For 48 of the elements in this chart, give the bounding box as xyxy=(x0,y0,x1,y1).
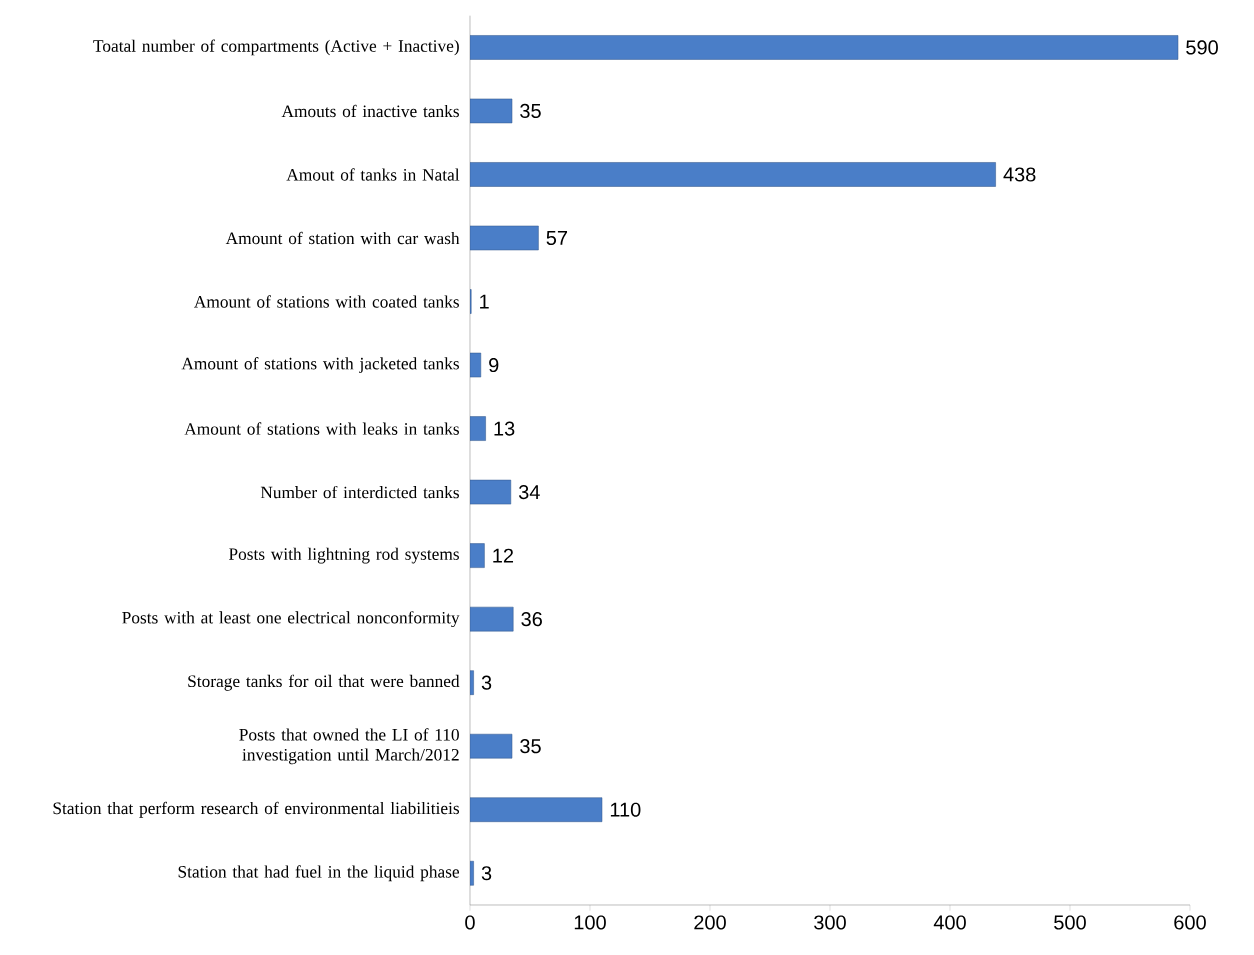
y-tick-label: Amount of stations with coated tanks xyxy=(194,295,459,308)
x-tick-label: 100 xyxy=(574,915,606,930)
bar xyxy=(470,860,474,886)
data-label: 35 xyxy=(520,103,541,119)
y-tick-label: Amout of tanks in Natal xyxy=(286,168,460,181)
x-tick-label: 400 xyxy=(933,915,966,930)
y-tick-label: Amount of station with car wash xyxy=(225,231,460,245)
bar xyxy=(470,797,603,822)
y-tick-label: Toatal number of compartments (Active + Inactive) xyxy=(93,39,459,56)
x-tick-label: 200 xyxy=(694,915,726,930)
data-label: 590 xyxy=(1186,40,1218,55)
data-label: 3 xyxy=(481,675,492,690)
x-tick-label: 0 xyxy=(465,915,475,930)
data-label: 438 xyxy=(1003,167,1036,182)
bar xyxy=(470,606,514,632)
y-tick-label: Station that had fuel in the liquid phase xyxy=(178,865,460,882)
y-tick-label: Amount of stations with leaks in tanks xyxy=(184,422,459,435)
bar xyxy=(470,225,539,251)
data-label: 3 xyxy=(481,866,492,881)
x-tick-label: 300 xyxy=(814,915,846,930)
bar xyxy=(470,670,474,695)
y-tick-label: Amount of stations with jacketed tanks xyxy=(181,357,459,373)
y-tick-label: Storage tanks for oil that were banned xyxy=(188,674,460,691)
y-tick-label: Number of interdicted tanks xyxy=(260,485,459,499)
y-tick-label: Posts with at least one electrical nonconformity xyxy=(122,611,460,628)
bar xyxy=(470,35,1179,60)
data-label: 13 xyxy=(494,421,515,436)
y-tick-label: Amouts of inactive tanks xyxy=(281,104,459,118)
x-tick-label: 600 xyxy=(1174,915,1206,930)
bar xyxy=(470,543,485,568)
y-tick-label: Posts that owned the LI of 110 investigation until March/2012 xyxy=(239,728,459,765)
data-label: 110 xyxy=(610,802,641,817)
y-tick-label: Station that perform research of environmental liabilitieis xyxy=(53,801,460,818)
data-label: 57 xyxy=(546,231,568,245)
bar xyxy=(470,733,513,759)
bar xyxy=(470,416,486,441)
y-tick-label: Posts with lightning rod systems xyxy=(228,547,459,564)
data-label: 9 xyxy=(489,357,499,373)
bar xyxy=(470,98,513,124)
data-label: 12 xyxy=(493,548,514,563)
bar xyxy=(470,352,482,378)
bar xyxy=(470,479,512,505)
data-label: 35 xyxy=(520,739,541,754)
data-label: 34 xyxy=(518,485,540,500)
bar xyxy=(470,162,996,187)
data-label: 1 xyxy=(480,294,489,309)
data-label: 36 xyxy=(521,612,542,627)
x-tick-label: 500 xyxy=(1054,915,1086,930)
